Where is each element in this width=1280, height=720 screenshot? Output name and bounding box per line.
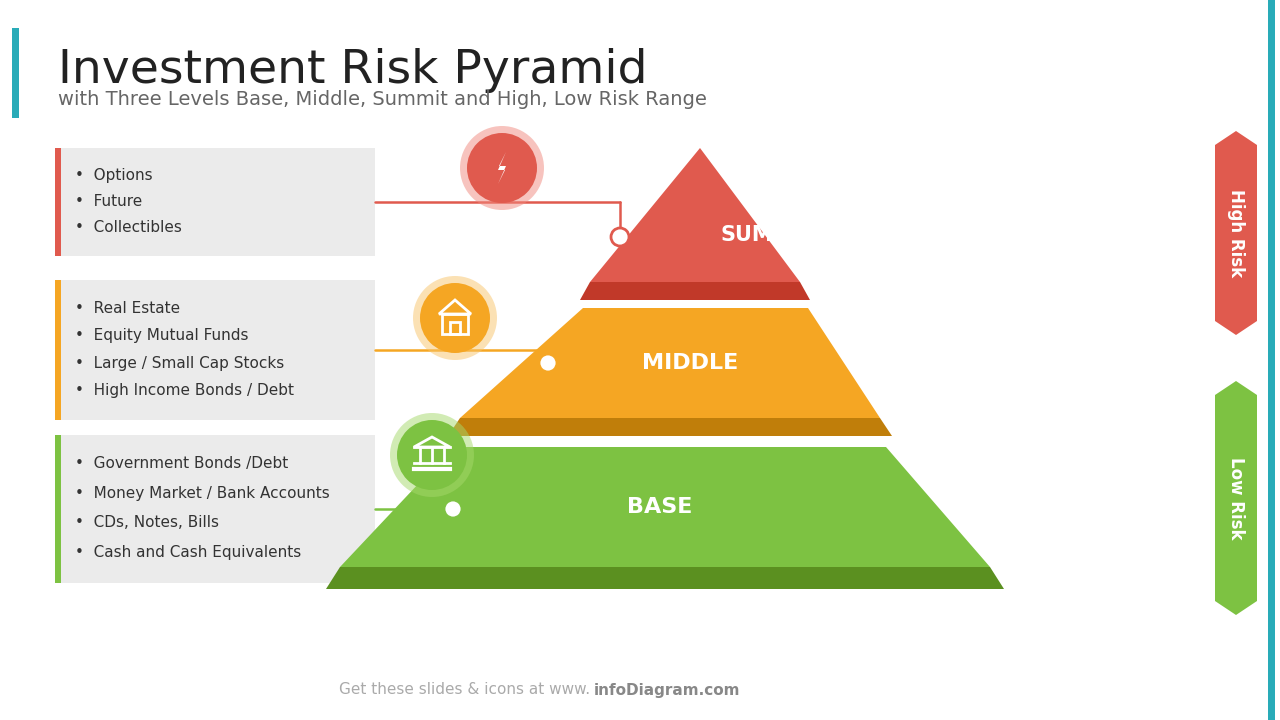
Polygon shape: [326, 567, 1004, 589]
FancyBboxPatch shape: [1215, 145, 1257, 321]
FancyBboxPatch shape: [55, 148, 61, 256]
Text: •  Cash and Cash Equivalents: • Cash and Cash Equivalents: [76, 545, 301, 560]
FancyBboxPatch shape: [55, 280, 375, 420]
Polygon shape: [580, 282, 810, 300]
FancyBboxPatch shape: [1215, 395, 1257, 601]
Polygon shape: [460, 308, 881, 418]
Text: •  Government Bonds /Debt: • Government Bonds /Debt: [76, 456, 288, 472]
Circle shape: [420, 283, 490, 353]
FancyBboxPatch shape: [55, 435, 61, 583]
Circle shape: [444, 500, 462, 518]
Text: •  Large / Small Cap Stocks: • Large / Small Cap Stocks: [76, 356, 284, 371]
Text: •  Money Market / Bank Accounts: • Money Market / Bank Accounts: [76, 486, 330, 501]
Text: •  CDs, Notes, Bills: • CDs, Notes, Bills: [76, 516, 219, 531]
Text: SUMMIT: SUMMIT: [719, 225, 815, 245]
Text: •  Real Estate: • Real Estate: [76, 301, 180, 316]
Text: with Three Levels Base, Middle, Summit and High, Low Risk Range: with Three Levels Base, Middle, Summit a…: [58, 90, 707, 109]
Text: MIDDLE: MIDDLE: [641, 353, 739, 373]
Circle shape: [390, 413, 474, 497]
FancyBboxPatch shape: [55, 280, 61, 420]
Circle shape: [397, 420, 467, 490]
Polygon shape: [340, 447, 989, 567]
Polygon shape: [448, 418, 892, 436]
Text: •  Collectibles: • Collectibles: [76, 220, 182, 235]
FancyBboxPatch shape: [55, 148, 375, 256]
FancyBboxPatch shape: [12, 28, 19, 118]
Polygon shape: [1215, 131, 1257, 145]
Polygon shape: [498, 152, 506, 184]
Polygon shape: [1215, 381, 1257, 395]
Text: Get these slides & icons at www.: Get these slides & icons at www.: [339, 683, 590, 698]
FancyBboxPatch shape: [55, 435, 375, 583]
Circle shape: [460, 126, 544, 210]
Circle shape: [467, 133, 538, 203]
Circle shape: [413, 276, 497, 360]
Text: •  Future: • Future: [76, 194, 142, 210]
Text: BASE: BASE: [627, 497, 692, 517]
Text: infoDiagram.com: infoDiagram.com: [594, 683, 741, 698]
Polygon shape: [1215, 601, 1257, 615]
Polygon shape: [590, 148, 800, 282]
FancyBboxPatch shape: [1268, 0, 1275, 720]
Text: High Risk: High Risk: [1228, 189, 1245, 277]
Text: •  High Income Bonds / Debt: • High Income Bonds / Debt: [76, 383, 294, 398]
Circle shape: [539, 354, 557, 372]
Polygon shape: [1215, 321, 1257, 335]
Text: •  Equity Mutual Funds: • Equity Mutual Funds: [76, 328, 248, 343]
Text: Investment Risk Pyramid: Investment Risk Pyramid: [58, 48, 648, 93]
Text: Low Risk: Low Risk: [1228, 456, 1245, 539]
Circle shape: [611, 228, 628, 246]
Text: •  Options: • Options: [76, 168, 152, 184]
